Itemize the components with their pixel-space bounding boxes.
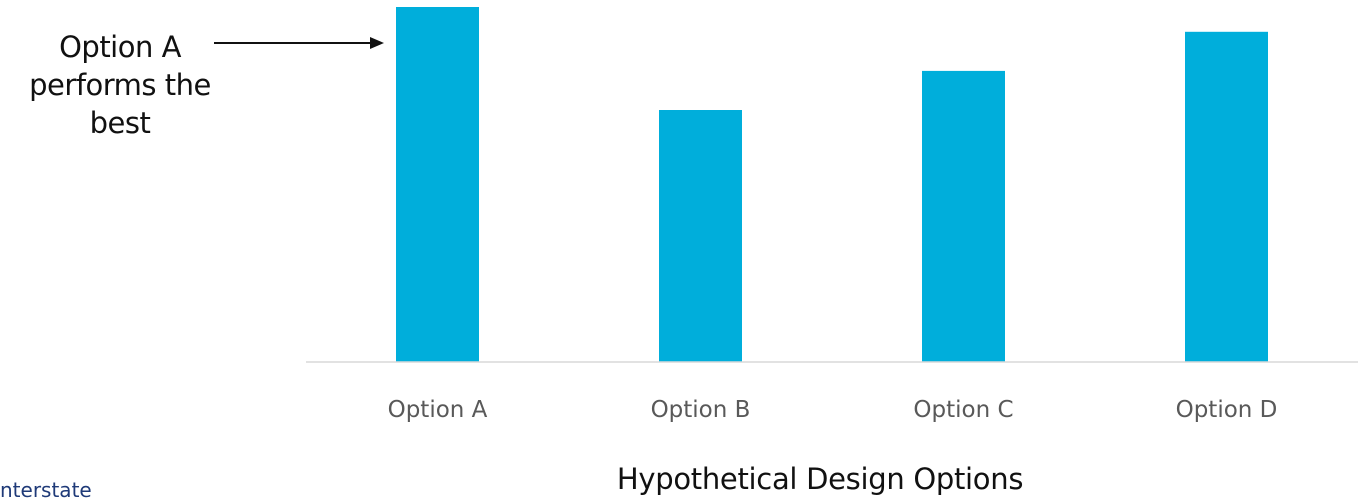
x-tick-label: Option D [1176,397,1278,423]
annotation-arrow-head [370,37,384,49]
x-axis-title: Hypothetical Design Options [616,462,1024,496]
annotation-line-3: best [89,106,151,140]
footer-logo-text: nterstate [0,478,92,502]
tick-labels-group: Option A Option B Option C Option D [388,397,1278,423]
bars-group [396,7,1268,363]
annotation-arrow [214,37,384,49]
bar-option-b [659,110,742,362]
bar-option-c [922,70,1005,363]
annotation-line-2: performs the [29,68,211,102]
x-tick-label: Option A [388,397,488,423]
x-tick-label: Option B [651,397,751,423]
bar-option-d [1185,31,1268,363]
x-tick-label: Option C [913,397,1013,423]
bar-option-a [396,7,479,362]
annotation-text: Option A performs the best [0,28,240,142]
annotation-line-1: Option A [59,30,181,64]
